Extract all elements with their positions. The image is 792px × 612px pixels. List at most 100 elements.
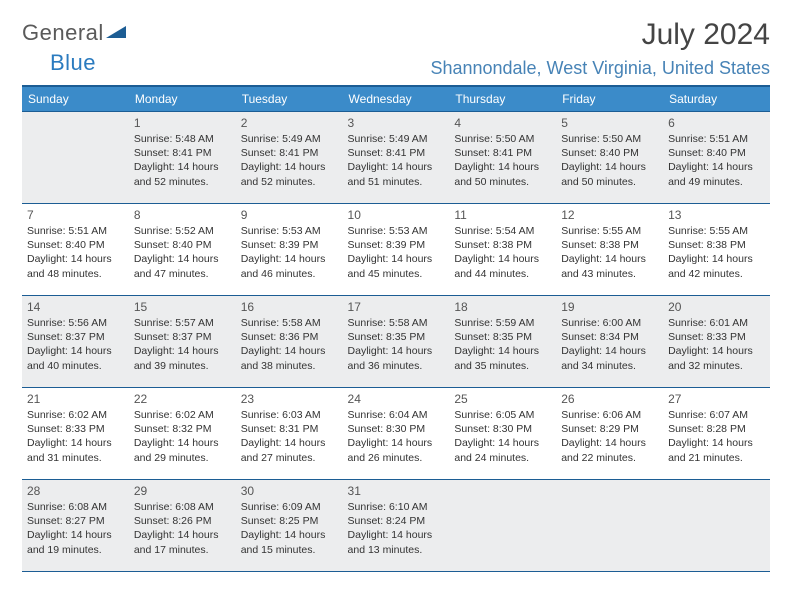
day-number: 29 <box>134 484 231 498</box>
day-info: Sunrise: 5:55 AMSunset: 8:38 PMDaylight:… <box>561 224 658 281</box>
header: GeneralBlue July 2024 Shannondale, West … <box>22 18 770 79</box>
calendar-week-row: 21 Sunrise: 6:02 AMSunset: 8:33 PMDayligh… <box>22 388 770 480</box>
day-number: 9 <box>241 208 338 222</box>
day-info: Sunrise: 6:06 AMSunset: 8:29 PMDaylight:… <box>561 408 658 465</box>
day-info: Sunrise: 6:02 AMSunset: 8:33 PMDaylight:… <box>27 408 124 465</box>
calendar-header-row: SundayMondayTuesdayWednesdayThursdayFrid… <box>22 86 770 112</box>
day-info: Sunrise: 5:56 AMSunset: 8:37 PMDaylight:… <box>27 316 124 373</box>
logo: GeneralBlue <box>22 18 126 76</box>
day-info: Sunrise: 6:04 AMSunset: 8:30 PMDaylight:… <box>348 408 445 465</box>
logo-text: GeneralBlue <box>22 18 126 76</box>
day-number: 31 <box>348 484 445 498</box>
weekday-header: Wednesday <box>343 86 450 112</box>
calendar-day-cell: 8 Sunrise: 5:52 AMSunset: 8:40 PMDaylight… <box>129 204 236 296</box>
calendar-day-cell: 10 Sunrise: 5:53 AMSunset: 8:39 PMDayligh… <box>343 204 450 296</box>
calendar-day-cell: 20 Sunrise: 6:01 AMSunset: 8:33 PMDayligh… <box>663 296 770 388</box>
calendar-day-cell <box>556 480 663 572</box>
day-info: Sunrise: 6:05 AMSunset: 8:30 PMDaylight:… <box>454 408 551 465</box>
day-info: Sunrise: 6:00 AMSunset: 8:34 PMDaylight:… <box>561 316 658 373</box>
calendar-day-cell: 26 Sunrise: 6:06 AMSunset: 8:29 PMDayligh… <box>556 388 663 480</box>
day-number: 28 <box>27 484 124 498</box>
day-info: Sunrise: 5:57 AMSunset: 8:37 PMDaylight:… <box>134 316 231 373</box>
day-info: Sunrise: 5:51 AMSunset: 8:40 PMDaylight:… <box>668 132 765 189</box>
day-info: Sunrise: 6:03 AMSunset: 8:31 PMDaylight:… <box>241 408 338 465</box>
calendar-day-cell: 21 Sunrise: 6:02 AMSunset: 8:33 PMDayligh… <box>22 388 129 480</box>
calendar-table: SundayMondayTuesdayWednesdayThursdayFrid… <box>22 85 770 572</box>
calendar-week-row: 1 Sunrise: 5:48 AMSunset: 8:41 PMDaylight… <box>22 112 770 204</box>
calendar-day-cell <box>22 112 129 204</box>
day-number: 19 <box>561 300 658 314</box>
day-number: 7 <box>27 208 124 222</box>
day-number: 25 <box>454 392 551 406</box>
calendar-day-cell: 2Sunrise: 5:49 AMSunset: 8:41 PMDaylight… <box>236 112 343 204</box>
day-number: 13 <box>668 208 765 222</box>
day-info: Sunrise: 6:10 AMSunset: 8:24 PMDaylight:… <box>348 500 445 557</box>
calendar-day-cell: 27Sunrise: 6:07 AMSunset: 8:28 PMDayligh… <box>663 388 770 480</box>
day-info: Sunrise: 5:53 AMSunset: 8:39 PMDaylight:… <box>348 224 445 281</box>
day-info: Sunrise: 6:07 AMSunset: 8:28 PMDaylight:… <box>668 408 765 465</box>
calendar-day-cell: 17 Sunrise: 5:58 AMSunset: 8:35 PMDayligh… <box>343 296 450 388</box>
logo-text-gray: General <box>22 20 104 45</box>
calendar-day-cell: 22Sunrise: 6:02 AMSunset: 8:32 PMDayligh… <box>129 388 236 480</box>
calendar-day-cell: 23 Sunrise: 6:03 AMSunset: 8:31 PMDayligh… <box>236 388 343 480</box>
calendar-week-row: 28 Sunrise: 6:08 AMSunset: 8:27 PMDayligh… <box>22 480 770 572</box>
day-number: 8 <box>134 208 231 222</box>
day-number: 11 <box>454 208 551 222</box>
calendar-body: 1 Sunrise: 5:48 AMSunset: 8:41 PMDaylight… <box>22 112 770 572</box>
day-number: 21 <box>27 392 124 406</box>
day-info: Sunrise: 6:01 AMSunset: 8:33 PMDaylight:… <box>668 316 765 373</box>
calendar-day-cell <box>449 480 556 572</box>
title-block: July 2024 Shannondale, West Virginia, Un… <box>430 18 770 79</box>
day-number: 16 <box>241 300 338 314</box>
calendar-day-cell: 19 Sunrise: 6:00 AMSunset: 8:34 PMDayligh… <box>556 296 663 388</box>
weekday-header: Sunday <box>22 86 129 112</box>
day-info: Sunrise: 6:08 AMSunset: 8:26 PMDaylight:… <box>134 500 231 557</box>
day-number: 26 <box>561 392 658 406</box>
day-number: 17 <box>348 300 445 314</box>
calendar-day-cell: 16 Sunrise: 5:58 AMSunset: 8:36 PMDayligh… <box>236 296 343 388</box>
calendar-day-cell: 13Sunrise: 5:55 AMSunset: 8:38 PMDayligh… <box>663 204 770 296</box>
day-number: 4 <box>454 116 551 130</box>
weekday-header: Saturday <box>663 86 770 112</box>
day-info: Sunrise: 5:58 AMSunset: 8:36 PMDaylight:… <box>241 316 338 373</box>
calendar-day-cell: 28 Sunrise: 6:08 AMSunset: 8:27 PMDayligh… <box>22 480 129 572</box>
calendar-day-cell: 15 Sunrise: 5:57 AMSunset: 8:37 PMDayligh… <box>129 296 236 388</box>
calendar-day-cell: 24 Sunrise: 6:04 AMSunset: 8:30 PMDayligh… <box>343 388 450 480</box>
month-title: July 2024 <box>430 18 770 52</box>
day-info: Sunrise: 5:48 AMSunset: 8:41 PMDaylight:… <box>134 132 231 189</box>
day-number: 1 <box>134 116 231 130</box>
day-number: 23 <box>241 392 338 406</box>
day-number: 6 <box>668 116 765 130</box>
calendar-day-cell <box>663 480 770 572</box>
day-number: 5 <box>561 116 658 130</box>
weekday-header: Tuesday <box>236 86 343 112</box>
calendar-day-cell: 4 Sunrise: 5:50 AMSunset: 8:41 PMDaylight… <box>449 112 556 204</box>
calendar-day-cell: 9 Sunrise: 5:53 AMSunset: 8:39 PMDaylight… <box>236 204 343 296</box>
calendar-day-cell: 29 Sunrise: 6:08 AMSunset: 8:26 PMDayligh… <box>129 480 236 572</box>
calendar-day-cell: 31 Sunrise: 6:10 AMSunset: 8:24 PMDayligh… <box>343 480 450 572</box>
day-info: Sunrise: 6:08 AMSunset: 8:27 PMDaylight:… <box>27 500 124 557</box>
day-info: Sunrise: 5:53 AMSunset: 8:39 PMDaylight:… <box>241 224 338 281</box>
calendar-day-cell: 5Sunrise: 5:50 AMSunset: 8:40 PMDaylight… <box>556 112 663 204</box>
day-info: Sunrise: 6:09 AMSunset: 8:25 PMDaylight:… <box>241 500 338 557</box>
weekday-header: Monday <box>129 86 236 112</box>
day-number: 10 <box>348 208 445 222</box>
day-number: 12 <box>561 208 658 222</box>
day-info: Sunrise: 5:49 AMSunset: 8:41 PMDaylight:… <box>241 132 338 189</box>
day-info: Sunrise: 5:49 AMSunset: 8:41 PMDaylight:… <box>348 132 445 189</box>
day-number: 30 <box>241 484 338 498</box>
day-number: 20 <box>668 300 765 314</box>
calendar-day-cell: 3Sunrise: 5:49 AMSunset: 8:41 PMDaylight… <box>343 112 450 204</box>
day-info: Sunrise: 5:59 AMSunset: 8:35 PMDaylight:… <box>454 316 551 373</box>
day-info: Sunrise: 5:50 AMSunset: 8:41 PMDaylight:… <box>454 132 551 189</box>
weekday-header: Thursday <box>449 86 556 112</box>
calendar-day-cell: 30 Sunrise: 6:09 AMSunset: 8:25 PMDayligh… <box>236 480 343 572</box>
day-number: 14 <box>27 300 124 314</box>
day-number: 18 <box>454 300 551 314</box>
day-number: 24 <box>348 392 445 406</box>
day-info: Sunrise: 5:58 AMSunset: 8:35 PMDaylight:… <box>348 316 445 373</box>
calendar-day-cell: 14 Sunrise: 5:56 AMSunset: 8:37 PMDayligh… <box>22 296 129 388</box>
logo-triangle-icon <box>106 18 126 44</box>
day-number: 15 <box>134 300 231 314</box>
day-info: Sunrise: 5:52 AMSunset: 8:40 PMDaylight:… <box>134 224 231 281</box>
